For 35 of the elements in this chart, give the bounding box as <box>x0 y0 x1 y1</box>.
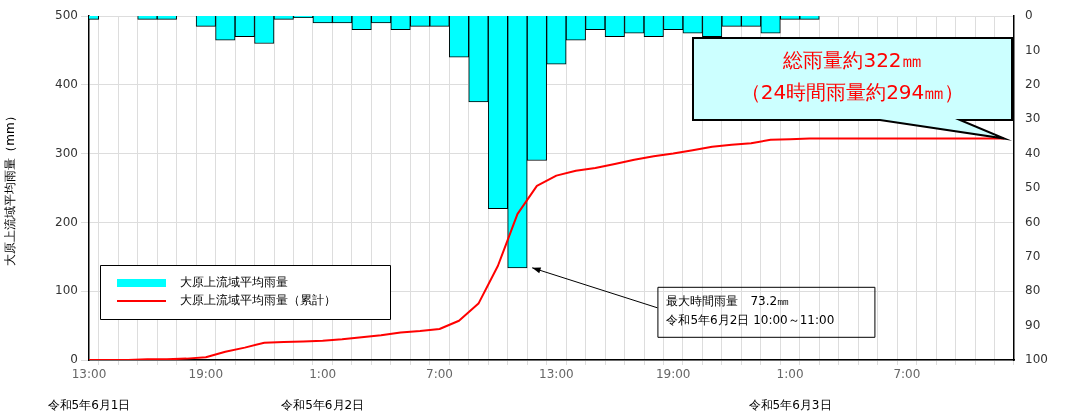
text: 令和5年6月1日 <box>47 398 131 413</box>
annotation: 総雨量約322㎜ <box>782 48 922 73</box>
y-tick-label: 500 <box>55 8 78 23</box>
text: 令和5年6月3日 <box>748 398 832 413</box>
y-tick-label: 300 <box>55 145 78 160</box>
y2-tick-label: 0 <box>1025 8 1033 23</box>
annotation: （24時間雨量約294㎜） <box>740 80 965 105</box>
y2-tick-label: 100 <box>1025 352 1048 367</box>
annotation: 令和5年6月2日 10:00～11:00 <box>666 312 835 327</box>
x-tick-label: 1:00 <box>309 367 337 382</box>
y2-tick-label: 40 <box>1025 145 1041 160</box>
y-axis-title: 大原上流域平均雨量（mm） <box>3 110 18 266</box>
y2-tick-label: 90 <box>1025 317 1041 332</box>
y-tick-label: 400 <box>55 76 78 91</box>
y2-tick-label: 20 <box>1025 76 1041 91</box>
x-tick-label: 13:00 <box>71 367 107 382</box>
y2-tick-label: 50 <box>1025 180 1041 195</box>
y2-tick-label: 80 <box>1025 283 1041 298</box>
x-tick-label: 1:00 <box>776 367 804 382</box>
y2-tick-label: 30 <box>1025 111 1041 126</box>
legend-label: 大原上流域平均雨量（累計） <box>180 293 336 308</box>
x-tick-label: 7:00 <box>893 367 921 382</box>
y2-tick-label: 10 <box>1025 42 1041 57</box>
text: 令和5年6月2日 <box>281 398 365 413</box>
legend-label: 大原上流域平均雨量 <box>180 275 288 290</box>
y-tick-label: 200 <box>55 214 78 229</box>
x-tick-label: 19:00 <box>188 367 224 382</box>
y-tick-label: 0 <box>70 352 78 367</box>
annotation: 最大時間雨量 73.2㎜ <box>666 293 790 308</box>
x-tick-label: 7:00 <box>426 367 453 382</box>
y2-tick-label: 70 <box>1025 248 1041 263</box>
y2-tick-label: 60 <box>1025 214 1041 229</box>
x-tick-label: 13:00 <box>539 367 574 382</box>
y-tick-label: 100 <box>55 283 78 298</box>
x-tick-label: 19:00 <box>655 367 691 382</box>
